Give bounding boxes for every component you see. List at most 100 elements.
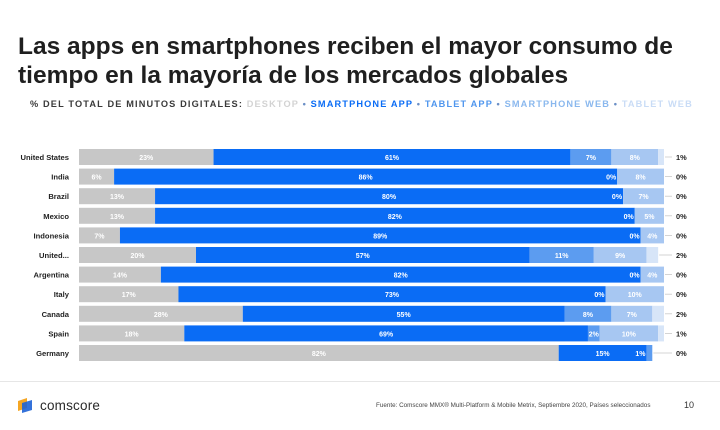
- outside-label-spain: 1%: [676, 329, 687, 338]
- outside-label-argentina: 0%: [676, 271, 687, 280]
- data-label-tablet-app-brazil: 0%: [612, 194, 623, 201]
- outside-label-canada: 2%: [676, 310, 687, 319]
- bar-segment-smartphone-app-canada: [242, 305, 565, 322]
- data-label-smartphone-web-italy: 10%: [628, 292, 643, 299]
- data-label-smartphone-app-mexico: 82%: [388, 214, 403, 221]
- bar-segment-desktop-italy: [79, 286, 179, 303]
- bar-segment-smartphone-web-canada: [611, 305, 653, 322]
- page-number: 10: [684, 400, 695, 410]
- outside-label-mexico: 0%: [676, 212, 687, 221]
- data-label-tablet-app-canada: 8%: [583, 312, 594, 319]
- bar-segment-tablet-web-spain: [658, 325, 664, 342]
- bar-segment-smartphone-app-spain: [184, 325, 588, 342]
- bar-segment-desktop-india: [79, 168, 115, 185]
- bar-segment-smartphone-web-argentina: [640, 266, 664, 283]
- category-label-argentina: Argentina: [34, 271, 70, 280]
- data-label-smartphone-web-india: 8%: [636, 175, 647, 182]
- comscore-logo-icon: [18, 398, 32, 413]
- category-label-germany: Germany: [36, 349, 70, 358]
- data-label-tablet-app-united-states: 7%: [586, 155, 597, 162]
- data-label-smartphone-web-indonesia: 4%: [647, 233, 658, 240]
- data-label-desktop-italy: 17%: [122, 292, 137, 299]
- bar-segment-desktop-indonesia: [79, 227, 120, 244]
- legend-separator: •: [613, 99, 619, 109]
- bar-segment-smartphone-web-mexico: [634, 207, 664, 224]
- category-label-united: United...: [39, 251, 69, 260]
- bar-segment-smartphone-app-indonesia: [119, 227, 641, 244]
- bar-segment-smartphone-app-india: [114, 168, 618, 185]
- category-label-india: India: [51, 173, 69, 182]
- bar-segment-desktop-argentina: [79, 266, 161, 283]
- data-label-tablet-app-united: 11%: [555, 253, 569, 260]
- data-label-desktop-united-states: 23%: [139, 155, 154, 162]
- stacked-bar-chart: United States 23% 61% 7% 8% 1% India 6% 86% 0% 8% 0…: [20, 149, 687, 361]
- bar-segment-tablet-web-united: [646, 247, 659, 263]
- bar-segment-smartphone-web-italy: [605, 286, 664, 303]
- bar-segment-smartphone-app-brazil: [155, 188, 624, 205]
- category-label-indonesia: Indonesia: [34, 231, 70, 240]
- data-label-tablet-app-argentina: 0%: [629, 273, 640, 280]
- data-label-smartphone-web-spain: 10%: [622, 331, 637, 338]
- bar-segment-smartphone-app-argentina: [160, 266, 641, 283]
- data-label-smartphone-web-canada: 7%: [627, 312, 638, 319]
- bar-segment-smartphone-web-india: [617, 168, 664, 185]
- data-label-smartphone-web-united: 9%: [615, 253, 626, 260]
- bar-segment-tablet-web-canada: [652, 305, 664, 322]
- bar-segment-desktop-united-states: [79, 149, 214, 165]
- bar-segment-tablet-web-united-states: [658, 149, 664, 165]
- data-label-desktop-germany: 82%: [312, 351, 327, 358]
- outside-label-germany: 0%: [676, 349, 687, 358]
- bar-segment-smartphone-app-mexico: [155, 207, 635, 224]
- data-label-desktop-spain: 18%: [125, 331, 140, 338]
- bar-segment-smartphone-web-united: [593, 247, 647, 263]
- subtitle-lead: % DEL TOTAL DE MINUTOS DIGITALES:: [30, 99, 244, 109]
- data-label-tablet-app-india: 0%: [606, 175, 617, 182]
- bar-segment-smartphone-app-united: [196, 247, 530, 263]
- outside-label-brazil: 0%: [676, 192, 687, 201]
- data-label-smartphone-app-united: 57%: [356, 253, 371, 260]
- bar-segment-tablet-app-canada: [564, 305, 612, 322]
- outside-label-india: 0%: [676, 173, 687, 182]
- page-title: Las apps en smartphones reciben el mayor…: [18, 33, 673, 89]
- category-label-brazil: Brazil: [48, 192, 69, 201]
- outside-label-indonesia: 0%: [676, 231, 687, 240]
- bar-segment-smartphone-web-brazil: [623, 188, 664, 205]
- data-label-smartphone-app-italy: 73%: [385, 292, 400, 299]
- comscore-logo: comscore: [16, 397, 100, 413]
- category-label-italy: Italy: [54, 290, 70, 299]
- data-label-tablet-app-germany: 1%: [635, 351, 646, 358]
- legend-separator: •: [416, 99, 422, 109]
- bar-segment-desktop-united: [79, 247, 196, 263]
- data-label-tablet-app-indonesia: 0%: [629, 233, 640, 240]
- bar-segment-smartphone-app-united-states: [213, 149, 571, 165]
- bar-segment-tablet-app-spain: [587, 325, 600, 342]
- data-label-smartphone-app-indonesia: 89%: [373, 233, 388, 240]
- outside-label-italy: 0%: [676, 290, 687, 299]
- outside-label-united: 2%: [676, 251, 687, 260]
- bar-segment-desktop-spain: [79, 325, 185, 342]
- data-label-desktop-india: 6%: [91, 175, 102, 182]
- bar-segment-desktop-germany: [79, 345, 559, 361]
- bar-segment-smartphone-web-spain: [599, 325, 659, 342]
- data-label-tablet-app-mexico: 0%: [624, 214, 635, 221]
- legend-item-desktop: DESKTOP: [246, 99, 299, 109]
- data-label-smartphone-app-united-states: 61%: [385, 155, 400, 162]
- data-label-desktop-canada: 28%: [154, 312, 169, 319]
- bar-segment-tablet-app-united: [529, 247, 594, 263]
- legend-separator: •: [302, 99, 307, 109]
- bar-segment-tablet-app-germany: [646, 345, 653, 361]
- data-label-desktop-argentina: 14%: [113, 273, 128, 280]
- bar-segment-smartphone-app-germany: [558, 345, 647, 361]
- data-label-smartphone-web-brazil: 7%: [638, 194, 649, 201]
- legend-item-tablet-app: TABLET APP: [424, 99, 493, 109]
- data-label-tablet-app-spain: 2%: [589, 331, 600, 338]
- data-label-smartphone-web-mexico: 5%: [644, 214, 655, 221]
- category-label-canada: Canada: [42, 310, 70, 319]
- source-note: Fuente: Comscore MMX® Multi-Platform & M…: [376, 402, 651, 409]
- comscore-logo-text: comscore: [40, 397, 101, 413]
- legend-item-smartphone-web: SMARTPHONE WEB: [504, 99, 611, 109]
- data-label-desktop-mexico: 13%: [110, 214, 125, 221]
- category-label-united-states: United States: [20, 153, 69, 162]
- data-label-smartphone-app-india: 86%: [359, 175, 374, 182]
- data-label-smartphone-app-brazil: 80%: [382, 194, 397, 201]
